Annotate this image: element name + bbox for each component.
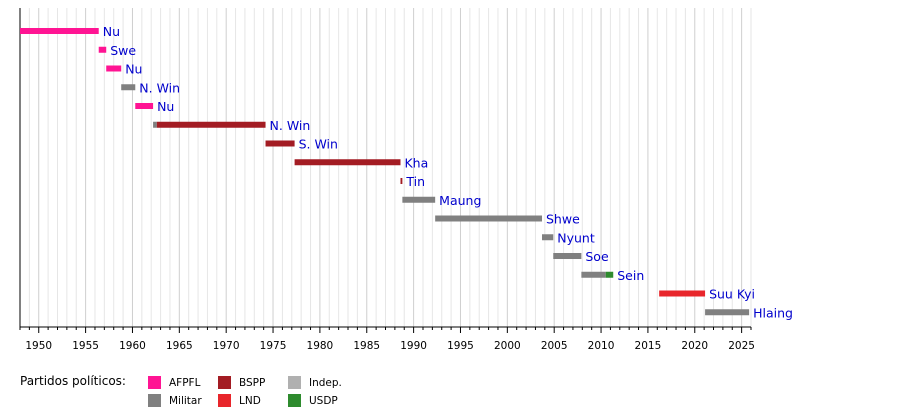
timeline-bar	[542, 234, 554, 241]
timeline-bar	[659, 290, 706, 297]
x-tick-label: 2020	[681, 340, 708, 352]
row-label: Soe	[585, 249, 609, 264]
row-label: Nu	[125, 62, 142, 77]
timeline-bar	[156, 121, 266, 128]
x-tick-label: 1985	[353, 340, 380, 352]
timeline-bar	[135, 103, 154, 109]
x-tick-label: 1995	[447, 340, 474, 352]
timeline-bar	[121, 84, 136, 91]
timeline-bar	[153, 121, 157, 128]
row-label: Nu	[157, 99, 174, 114]
row-label: Shwe	[546, 212, 580, 227]
timeline-bar	[581, 271, 606, 278]
timeline-bar	[98, 46, 107, 53]
x-tick-label: 2005	[541, 340, 568, 352]
row-label: N. Win	[139, 80, 180, 95]
x-tick-label: 1980	[307, 340, 334, 352]
row-label: S. Win	[299, 137, 338, 152]
x-tick-label: 1960	[119, 340, 146, 352]
timeline-bar	[705, 309, 750, 316]
timeline-bar	[294, 159, 401, 166]
row-labels: Nu Swe Nu N. Win Nu N. Win S. Win Kha Tin Maung Sh…	[103, 24, 793, 320]
x-tick-label: 1990	[400, 340, 427, 352]
row-label: Sein	[617, 268, 644, 283]
timeline-bar	[106, 65, 122, 72]
x-axis: 1950 1955 1960 1965 1970 1975 1980 1985 1990 1995…	[19, 8, 755, 352]
timeline-bar	[265, 140, 295, 147]
row-label: Suu Kyi	[709, 287, 755, 302]
timeline-bar	[605, 271, 614, 278]
row-label: Nu	[103, 24, 120, 39]
row-label: Kha	[404, 155, 428, 170]
timeline-bar	[400, 178, 403, 184]
x-tick-label: 1970	[213, 340, 240, 352]
row-label: Hlaing	[753, 305, 793, 320]
row-label: N. Win	[270, 118, 311, 133]
x-tick-label: 1950	[25, 340, 52, 352]
row-label: Tin	[405, 174, 425, 189]
x-tick-label: 1965	[166, 340, 193, 352]
x-tick-label: 2000	[494, 340, 521, 352]
x-tick-label: 2025	[728, 340, 755, 352]
x-tick-label: 1975	[260, 340, 287, 352]
row-label: Maung	[439, 193, 481, 208]
row-label: Swe	[110, 43, 136, 58]
timeline-bar	[435, 215, 543, 222]
x-tick-label: 2010	[588, 340, 615, 352]
timeline-bar	[402, 196, 436, 203]
year-grid	[19, 8, 752, 327]
timeline-bar	[553, 253, 582, 259]
x-tick-label: 1955	[72, 340, 99, 352]
timeline-bars	[20, 28, 750, 316]
timeline-bar	[20, 28, 99, 34]
x-tick-label: 2015	[635, 340, 662, 352]
row-label: Nyunt	[557, 230, 595, 245]
